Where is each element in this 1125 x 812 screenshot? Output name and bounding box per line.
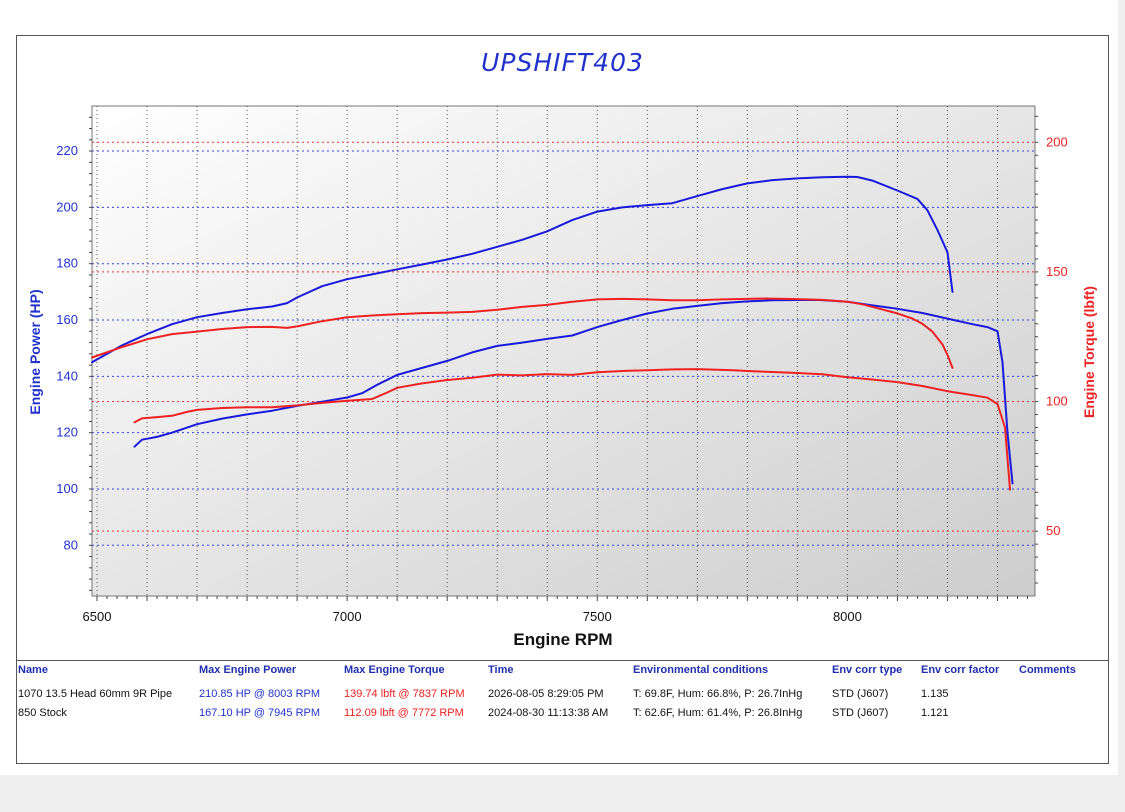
column-header: Max Engine Power	[197, 660, 342, 686]
max-torque: 112.09 lbft @ 7772 RPM	[344, 707, 464, 719]
column-header: Max Engine Torque	[342, 660, 486, 686]
y-left-tick-label: 180	[56, 256, 78, 271]
table-header-row: Name Max Engine Power Max Engine Torque …	[16, 660, 1109, 686]
env-corr-factor: 1.135	[921, 688, 949, 700]
comments	[1017, 705, 1109, 724]
env-conditions: T: 62.6F, Hum: 61.4%, P: 26.8InHg	[633, 707, 803, 719]
y-left-tick-label: 100	[56, 481, 78, 496]
y-left-tick-label: 80	[64, 537, 78, 552]
y-axis-label-right: Engine Torque (lbft)	[1081, 286, 1097, 418]
run-time: 2024-08-30 11:13:38 AM	[488, 707, 609, 719]
y-left-tick-label: 200	[56, 199, 78, 214]
y-left-tick-label: 160	[56, 312, 78, 327]
run-name: 1070 13.5 Head 60mm 9R Pipe	[18, 688, 173, 700]
torque-curve-run-1	[91, 297, 954, 369]
y-left-tick-label: 120	[56, 425, 78, 440]
column-header: Env corr factor	[919, 660, 1017, 686]
run-name: 850 Stock	[18, 707, 67, 719]
x-tick-label: 7500	[583, 609, 612, 624]
power-curve-run-1	[91, 175, 954, 364]
dyno-chart: 6500 7000 7500 8000 80 100 120 140 160 180 200 220 5…	[27, 105, 1097, 649]
comments	[1017, 686, 1109, 705]
env-conditions: T: 69.8F, Hum: 66.8%, P: 26.7InHg	[633, 688, 803, 700]
y-left-tick-label: 140	[56, 368, 78, 383]
x-tick-label: 7000	[333, 609, 362, 624]
column-header: Env corr type	[830, 660, 919, 686]
column-header: Name	[16, 660, 197, 686]
plot-area	[91, 105, 1036, 597]
y-right-tick-label: 50	[1046, 523, 1060, 538]
max-power: 167.10 HP @ 7945 RPM	[199, 707, 321, 719]
y-right-tick-label: 100	[1046, 394, 1068, 409]
env-corr-factor: 1.121	[921, 707, 949, 719]
column-header: Environmental conditions	[631, 660, 830, 686]
power-curve-run-2	[133, 299, 1014, 485]
max-power: 210.85 HP @ 8003 RPM	[199, 688, 321, 700]
max-torque: 139.74 lbft @ 7837 RPM	[344, 688, 465, 700]
x-tick-label: 8000	[833, 609, 862, 624]
y-left-tick-label: 220	[56, 143, 78, 158]
report-sheet: UPSHIFT403 6500 7000 7500 8000 80 100 120 140 16…	[0, 0, 1118, 775]
column-header: Comments	[1017, 660, 1109, 686]
x-axis-label: Engine RPM	[513, 630, 612, 649]
y-right-tick-label: 200	[1046, 134, 1068, 149]
env-corr-type: STD (J607)	[832, 688, 889, 700]
chart-title: UPSHIFT403	[481, 48, 644, 77]
y-axis-label-left: Engine Power (HP)	[27, 289, 43, 414]
results-table: Name Max Engine Power Max Engine Torque …	[16, 660, 1109, 724]
table-row[interactable]: 850 Stock 167.10 HP @ 7945 RPM 112.09 lb…	[16, 705, 1109, 724]
y-right-tick-label: 150	[1046, 264, 1068, 279]
x-tick-label: 6500	[83, 609, 112, 624]
run-time: 2026-08-05 8:29:05 PM	[488, 688, 604, 700]
env-corr-type: STD (J607)	[832, 707, 889, 719]
table-row[interactable]: 1070 13.5 Head 60mm 9R Pipe 210.85 HP @ …	[16, 686, 1109, 705]
torque-curve-run-2	[133, 368, 1011, 491]
column-header: Time	[486, 660, 631, 686]
